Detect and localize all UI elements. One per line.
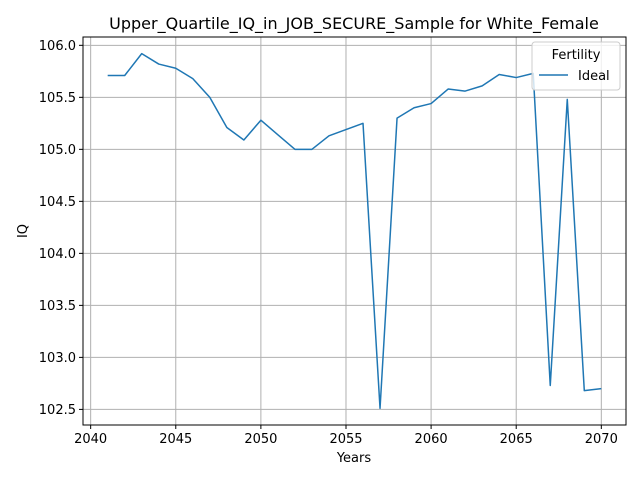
y-tick-label: 103.0	[39, 351, 76, 366]
x-tick-label: 2065	[500, 432, 533, 447]
y-tick-label: 102.5	[39, 403, 76, 418]
x-tick-label: 2040	[74, 432, 107, 447]
x-tick-label: 2045	[159, 432, 192, 447]
y-tick-label: 103.5	[39, 299, 76, 314]
x-tick-label: 2050	[244, 432, 277, 447]
x-tick-label: 2055	[329, 432, 362, 447]
legend-title: Fertility	[552, 48, 601, 63]
y-tick-label: 105.5	[39, 91, 76, 106]
x-tick-label: 2070	[585, 432, 618, 447]
y-tick-label: 104.5	[39, 195, 76, 210]
legend: Fertility Ideal	[532, 42, 620, 90]
y-axis-title: IQ	[16, 224, 31, 238]
legend-label: Ideal	[578, 69, 610, 84]
y-tick-label: 104.0	[39, 247, 76, 262]
x-tick-label: 2060	[415, 432, 448, 447]
chart-title: Upper_Quartile_IQ_in_JOB_SECURE_Sample f…	[109, 14, 599, 34]
x-axis-title: Years	[336, 451, 372, 466]
y-tick-label: 105.0	[39, 143, 76, 158]
y-tick-label: 106.0	[39, 39, 76, 54]
